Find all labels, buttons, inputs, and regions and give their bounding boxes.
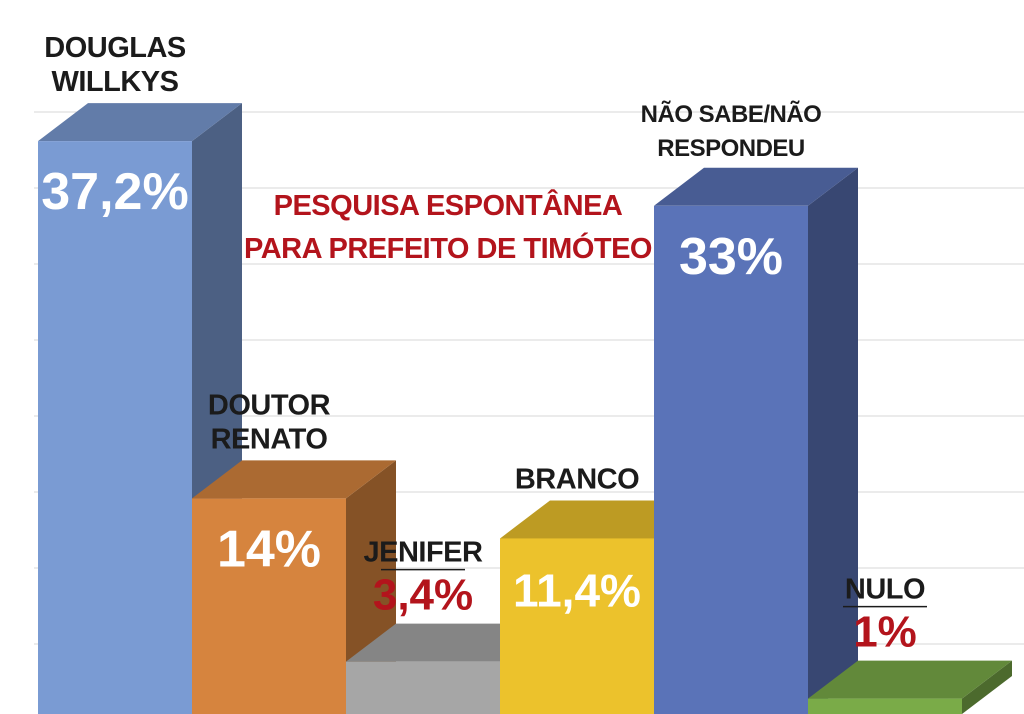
bar-value-label: 11,4% [513,564,641,616]
bars-group [38,103,1012,714]
bar-5 [654,167,858,714]
bar-side-face [808,167,858,714]
bar-name-label: DOUGLAS [44,32,186,64]
bar-value-label: 1% [853,608,917,657]
bar-name-label: RESPONDEU [657,135,805,162]
bar-name-label: DOUTOR [208,389,331,421]
bar-name-label: NULO [845,574,925,606]
chart-title: PESQUISA ESPONTÂNEA [274,188,623,222]
bar-top-face [38,103,242,142]
bar-name-label: BRANCO [515,463,639,495]
bar-name-label: WILLKYS [52,66,179,98]
bar-1 [38,103,242,714]
bar-name-label: RENATO [211,423,328,455]
bar-front-face [500,538,654,714]
bar-front-face [654,205,808,714]
bar-top-face [500,500,704,539]
bar-6 [808,660,1012,714]
bar-front-face [346,661,500,714]
bar-top-face [346,623,550,662]
bar-top-face [808,660,1012,699]
bar-name-label: JENIFER [364,537,484,569]
bar-top-face [654,167,858,206]
bar-top-face [192,460,396,499]
bar-side-face [962,660,1012,714]
bar-front-face [192,498,346,714]
bar-name-label: NÃO SABE/NÃO [641,100,822,128]
bar-value-label: 33% [679,228,783,286]
bar-front-face [38,141,192,714]
bar-value-label: 37,2% [41,163,188,221]
bar-value-label: 14% [217,520,321,578]
bar-front-face [808,698,962,714]
chart-subtitle: PARA PREFEITO DE TIMÓTEO [244,231,652,265]
bar-value-label: 3,4% [373,571,473,620]
bar-2 [192,460,396,714]
